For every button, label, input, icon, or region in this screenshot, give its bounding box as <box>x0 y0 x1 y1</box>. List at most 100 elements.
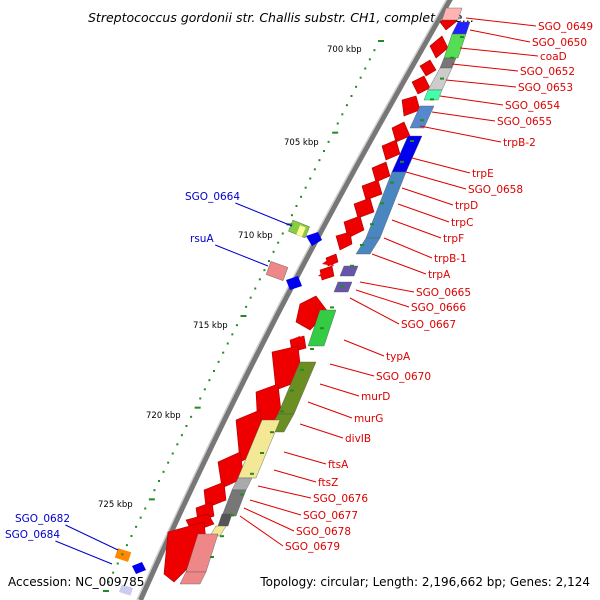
gene-arrow <box>353 197 375 219</box>
right-gene-label[interactable]: SGO_0658 <box>468 184 523 196</box>
label-leader-line <box>359 281 415 293</box>
scale-tick <box>222 351 225 354</box>
right-gene-label[interactable]: trpC <box>451 217 473 229</box>
scale-tick <box>290 214 293 217</box>
scale-tick <box>217 360 220 363</box>
right-gene-label[interactable]: SGO_0650 <box>532 37 587 49</box>
scale-tick <box>368 58 371 61</box>
right-gene-label[interactable]: SGO_0654 <box>505 100 560 112</box>
label-leader-line <box>299 423 344 439</box>
right-gene-label[interactable]: ftsZ <box>318 477 338 489</box>
right-gene-label[interactable]: SGO_0667 <box>401 319 456 331</box>
scale-tick <box>180 434 183 437</box>
label-leader-line <box>469 29 531 43</box>
map-title: Streptococcus gordonii str. Challis subs… <box>88 10 475 25</box>
right-gene-label[interactable]: trpD <box>455 200 478 212</box>
scale-tick <box>235 324 238 327</box>
label-leader-line <box>391 219 442 239</box>
scale-tick <box>341 113 344 116</box>
scale-tick <box>121 553 124 556</box>
right-gene-label[interactable]: trpF <box>443 233 464 245</box>
scale-tick <box>359 76 362 79</box>
scale-tick <box>378 40 384 42</box>
right-gene-label[interactable]: SGO_0666 <box>411 302 466 314</box>
scale-ticks <box>103 36 464 592</box>
scale-tick <box>430 98 434 101</box>
right-gene-label[interactable]: SGO_0676 <box>313 493 368 505</box>
left-gene-label[interactable]: SGO_0664 <box>185 191 240 203</box>
scale-tick <box>258 278 261 281</box>
scale-tick <box>162 470 165 473</box>
label-leader-line <box>65 524 119 551</box>
left-gene-label[interactable]: rsuA <box>190 233 214 245</box>
gene-arrow <box>203 481 227 509</box>
feature-block <box>265 261 289 281</box>
scale-tick <box>360 244 364 246</box>
right-gene-label[interactable]: murD <box>361 391 390 403</box>
scale-tick <box>340 285 344 288</box>
right-gene-label[interactable]: SGO_0679 <box>285 541 340 553</box>
right-gene-label[interactable]: divIB <box>345 433 371 445</box>
scale-tick <box>190 415 193 418</box>
scale-tick <box>144 507 147 510</box>
scale-tick <box>380 202 384 205</box>
scale-tick <box>350 264 354 267</box>
right-gene-label[interactable]: SGO_0678 <box>296 526 351 538</box>
scale-tick <box>440 77 444 80</box>
left-gene-labels: SGO_0664 rsuA SGO_0682 SGO_0684 <box>5 191 293 565</box>
right-gene-label[interactable]: coaD <box>540 51 567 63</box>
right-gene-label[interactable]: trpB-1 <box>434 253 467 265</box>
scale-tick <box>153 489 156 492</box>
forward-strand-genes <box>163 13 457 583</box>
scale-tick <box>420 119 424 122</box>
scale-tick <box>245 305 248 308</box>
scale-tick <box>272 250 275 253</box>
right-gene-label[interactable]: SGO_0652 <box>520 66 575 78</box>
accession-text: Accession: NC_009785 <box>8 575 145 589</box>
right-gene-label[interactable]: murG <box>354 413 383 425</box>
right-gene-label[interactable]: SGO_0655 <box>497 116 552 128</box>
right-gene-label[interactable]: trpA <box>428 269 451 281</box>
right-gene-label[interactable]: SGO_0670 <box>376 371 431 383</box>
label-leader-line <box>249 499 302 516</box>
label-leader-line <box>419 125 502 143</box>
right-gene-label[interactable]: typA <box>386 351 411 363</box>
label-leader-line <box>239 515 284 547</box>
gene-arrow <box>318 270 330 278</box>
scale-tick <box>460 36 464 38</box>
right-gene-label[interactable]: SGO_0649 <box>538 21 593 33</box>
scale-tick <box>220 535 224 538</box>
gene-arrow <box>290 336 304 346</box>
scale-tick <box>231 333 234 336</box>
label-leader-line <box>235 202 293 227</box>
label-leader-line <box>405 171 467 190</box>
scale-tick <box>210 556 214 558</box>
right-gene-label[interactable]: ftsA <box>328 459 349 471</box>
right-gene-label[interactable]: trpE <box>472 168 494 180</box>
scale-tick <box>336 122 339 125</box>
scale-tick <box>249 296 252 299</box>
label-leader-line <box>459 47 539 57</box>
right-gene-label[interactable]: SGO_0653 <box>518 82 573 94</box>
scale-tick <box>280 410 284 413</box>
scale-tick <box>185 425 188 427</box>
scale-tick <box>320 327 324 330</box>
scale-tick <box>295 205 298 207</box>
left-gene-label[interactable]: SGO_0682 <box>15 513 70 525</box>
right-gene-label[interactable]: trpB-2 <box>503 137 536 149</box>
scale-tick <box>313 168 316 171</box>
kbp-label: 710 kbp <box>238 231 273 241</box>
label-leader-line <box>439 95 504 106</box>
right-gene-label[interactable]: SGO_0677 <box>303 510 358 522</box>
feature-block <box>451 21 471 35</box>
scale-tick <box>112 571 115 574</box>
gene-arrow <box>335 231 353 251</box>
scale-tick <box>226 342 229 345</box>
scale-tick <box>203 388 206 391</box>
backbone-arc-highlight <box>136 0 448 600</box>
scale-tick <box>327 140 330 143</box>
right-gene-label[interactable]: SGO_0665 <box>416 287 471 299</box>
label-leader-line <box>215 244 269 267</box>
left-gene-label[interactable]: SGO_0684 <box>5 529 60 541</box>
